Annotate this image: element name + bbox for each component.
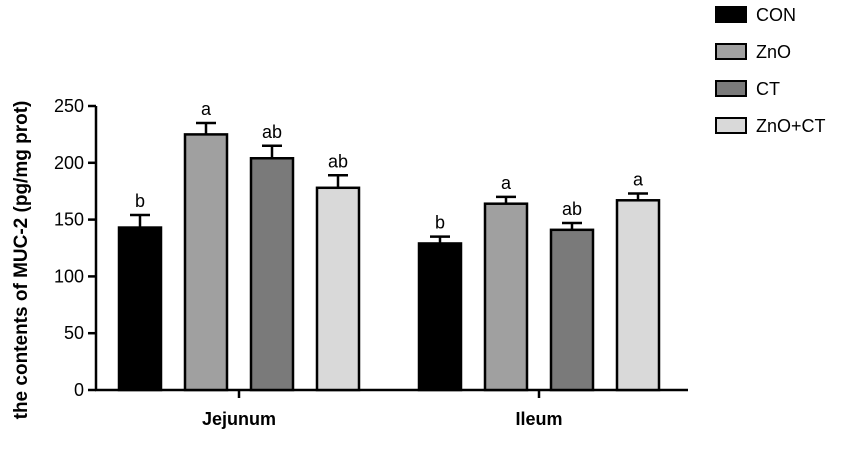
legend-swatch [715,80,747,97]
significance-label: b [135,191,145,211]
y-tick-label: 150 [54,210,84,230]
bar [183,133,229,392]
significance-label: a [633,169,644,189]
legend-label: CT [756,79,780,99]
legend-label: CON [756,5,796,25]
legend-label: ZnO [756,42,791,62]
bar [117,226,163,392]
y-tick-label: 50 [64,323,84,343]
significance-label: a [501,173,512,193]
significance-label: ab [262,122,282,142]
y-tick-label: 0 [74,380,84,400]
bar [315,186,361,392]
bar [549,228,595,392]
bar [483,202,529,392]
x-category-label: Ileum [515,409,562,429]
significance-label: ab [328,151,348,171]
significance-label: ab [562,199,582,219]
legend-swatch [715,43,747,60]
legend-swatch [715,117,747,134]
legend: CON ZnO CT ZnO+CT [715,5,826,136]
y-tick-label: 100 [54,266,84,286]
y-tick-label: 200 [54,153,84,173]
legend-label: ZnO+CT [756,116,826,136]
bars: b a ab ab b a ab a [117,99,661,392]
y-axis-title: the contents of MUC-2 (pg/mg prot) [11,101,32,420]
bar [417,242,463,392]
significance-label: b [435,213,445,233]
x-category-label: Jejunum [202,409,276,429]
bar [615,199,661,392]
bar [249,157,295,392]
y-tick-label: 250 [54,96,84,116]
significance-label: a [201,99,212,119]
legend-swatch [715,6,747,23]
